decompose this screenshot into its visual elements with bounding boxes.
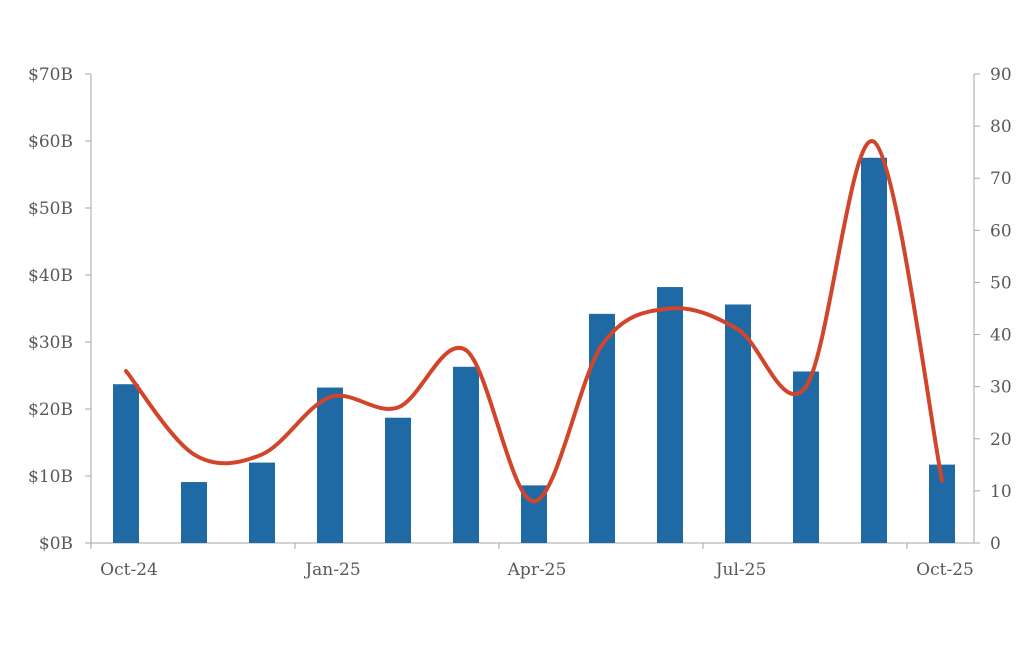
bar-dec-24 xyxy=(249,462,275,543)
x-tick-label: Oct-25 xyxy=(916,560,974,580)
right-tick-label: 40 xyxy=(990,326,1012,346)
axes xyxy=(90,74,975,544)
bar-mar-25 xyxy=(453,366,479,543)
right-tick-label: 90 xyxy=(990,65,1012,85)
right-tick-label: 0 xyxy=(990,534,1001,554)
bar-sep-25 xyxy=(861,157,887,543)
left-tick-label: $30B xyxy=(28,333,73,353)
x-tick-label: Oct-24 xyxy=(100,560,158,580)
bar-nov-24 xyxy=(181,482,207,543)
x-ticks: Oct-24 Jan-25 Apr-25 Jul-25 Oct-25 xyxy=(90,543,974,580)
left-tick-label: $20B xyxy=(28,400,73,420)
right-tick-label: 50 xyxy=(990,273,1012,293)
bar-feb-25 xyxy=(385,417,411,543)
line-path xyxy=(124,139,944,504)
bar-jan-25 xyxy=(317,387,343,543)
left-tick-label: $0B xyxy=(39,534,73,554)
left-tick-label: $50B xyxy=(28,199,73,219)
right-y-ticks: 0 10 20 30 40 50 60 70 80 90 xyxy=(974,65,1012,554)
left-tick-label: $40B xyxy=(28,266,73,286)
bar-oct-24 xyxy=(113,384,139,543)
right-tick-label: 10 xyxy=(990,482,1012,502)
right-tick-label: 20 xyxy=(990,430,1012,450)
left-tick-label: $10B xyxy=(28,467,73,487)
right-tick-label: 30 xyxy=(990,378,1012,398)
right-tick-label: 80 xyxy=(990,117,1012,137)
bar-jun-25 xyxy=(657,287,683,543)
left-tick-label: $60B xyxy=(28,132,73,152)
right-tick-label: 70 xyxy=(990,169,1012,189)
x-tick-label: Apr-25 xyxy=(507,560,567,580)
left-y-ticks: $0B $10B $20B $30B $40B $50B $60B $70B xyxy=(28,65,91,554)
right-tick-label: 60 xyxy=(990,221,1012,241)
bar-jul-25 xyxy=(725,304,751,543)
left-tick-label: $70B xyxy=(28,65,73,85)
bar-series xyxy=(113,157,955,543)
line-series xyxy=(124,139,944,504)
bar-may-25 xyxy=(589,313,615,543)
x-tick-label: Jul-25 xyxy=(714,560,767,580)
x-tick-label: Jan-25 xyxy=(303,560,360,580)
bar-aug-25 xyxy=(793,371,819,543)
